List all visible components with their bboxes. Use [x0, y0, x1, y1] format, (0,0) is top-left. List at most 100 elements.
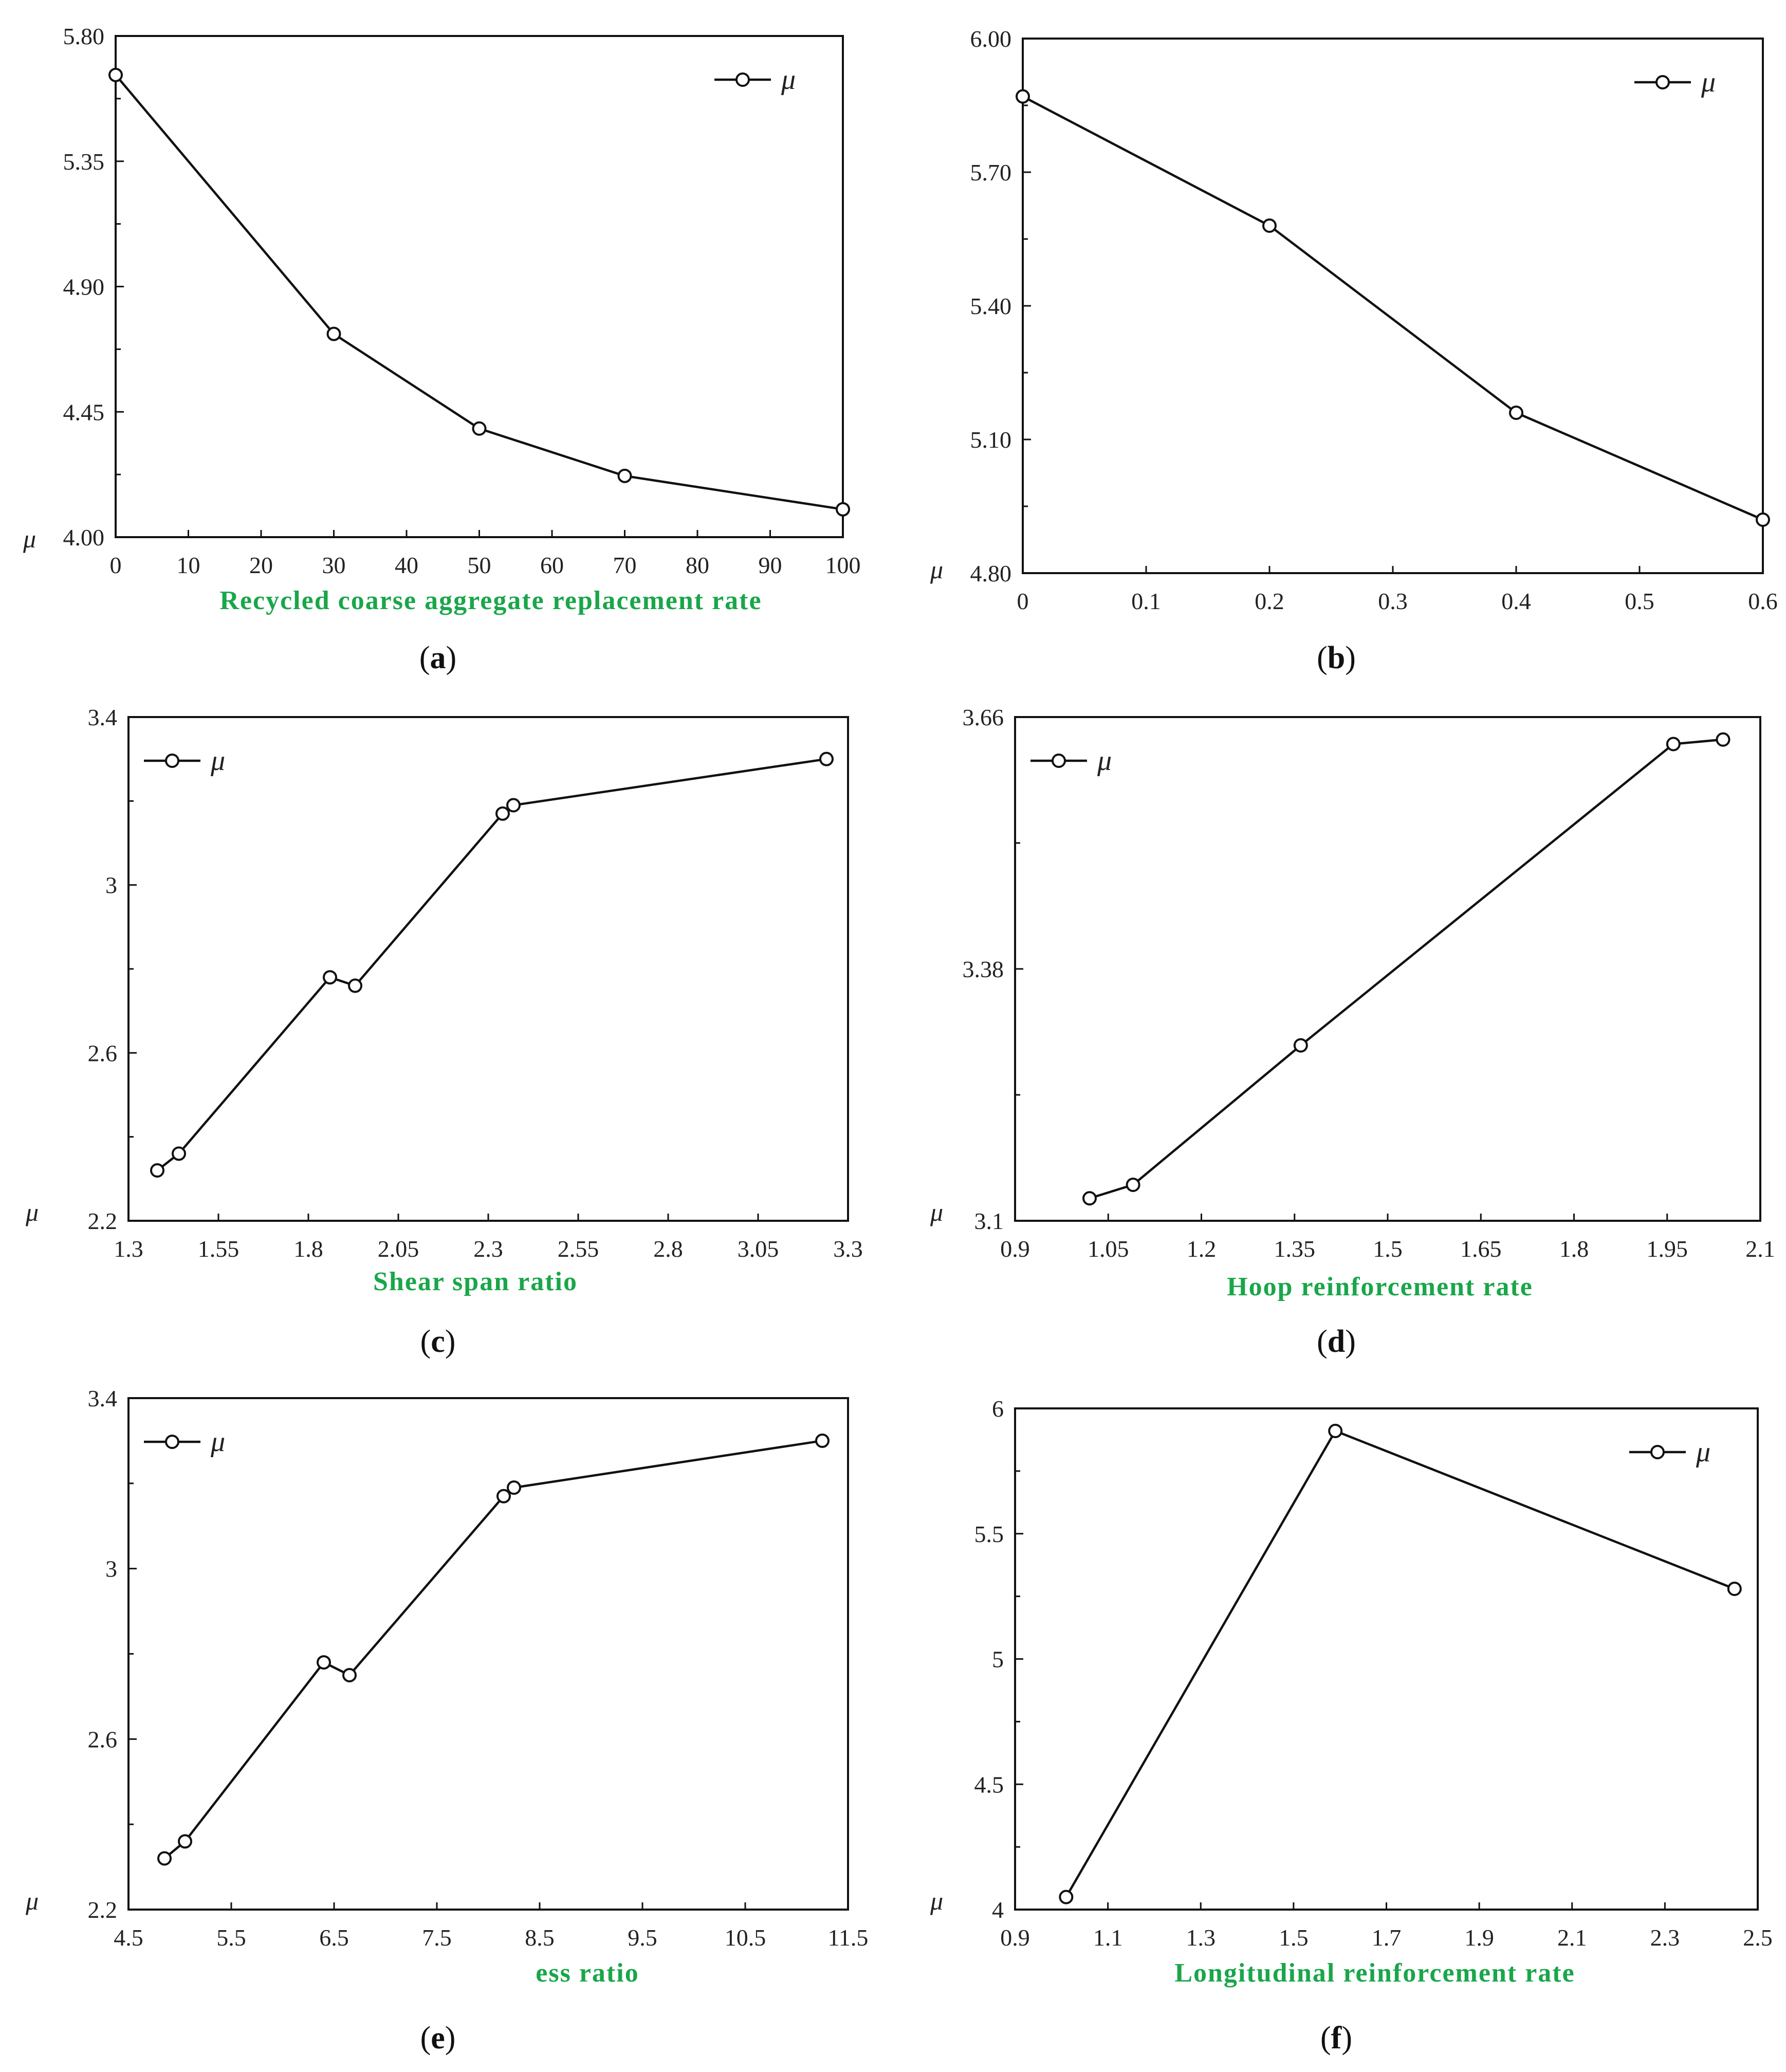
x-tick-label: 10: [177, 552, 200, 578]
x-tick-label: 20: [249, 552, 273, 578]
y-axis-symbol: μ: [930, 1886, 943, 1915]
x-tick-label: 0.1: [1131, 588, 1161, 614]
data-point: [1293, 1038, 1308, 1053]
y-tick-label: 5.5: [974, 1521, 1004, 1547]
data-point: [1082, 1191, 1097, 1206]
x-tick-label: 1.95: [1647, 1236, 1688, 1262]
data-point: [495, 806, 510, 821]
legend-label: μ: [210, 1426, 225, 1458]
x-tick-label: 0: [110, 552, 122, 578]
data-point: [348, 978, 362, 993]
y-tick-label: 5: [992, 1646, 1004, 1673]
y-tick-label: 4.00: [63, 524, 105, 551]
y-tick-label: 3.38: [963, 956, 1004, 982]
series-line: [1089, 738, 1723, 1200]
y-tick-label: 4.80: [970, 560, 1012, 586]
x-tick-label: 1.3: [114, 1236, 143, 1262]
x-tick-label: 3.3: [833, 1236, 863, 1262]
data-point: [819, 751, 834, 766]
y-tick-label: 5.35: [63, 149, 105, 175]
x-tick-label: 1.8: [293, 1236, 323, 1262]
x-tick-label: 0: [1017, 588, 1029, 614]
plot-frame: [1014, 1407, 1759, 1911]
x-tick-label: 1.5: [1373, 1236, 1403, 1262]
y-tick-label: 3.66: [963, 704, 1004, 730]
series-line: [163, 1439, 823, 1860]
y-tick-label: 3: [105, 1556, 117, 1582]
panel-caption: (c): [420, 1324, 456, 1359]
x-tick-label: 2.55: [558, 1236, 599, 1262]
y-tick-label: 2.6: [88, 1726, 118, 1752]
x-tick-label: 2.05: [378, 1236, 419, 1262]
x-axis-label: Shear span ratio: [373, 1267, 578, 1296]
legend-label: μ: [781, 64, 796, 96]
x-axis-label: Recycled coarse aggregate replacement ra…: [219, 586, 762, 615]
y-tick-label: 6: [992, 1396, 1004, 1422]
x-tick-label: 50: [468, 552, 491, 578]
x-tick-label: 5.5: [216, 1924, 246, 1951]
data-point: [326, 326, 341, 341]
panel-caption: (e): [420, 2021, 456, 2056]
panel-caption: (b): [1317, 640, 1356, 675]
panel-caption: (f): [1320, 2021, 1352, 2056]
x-axis-label: Longitudinal reinforcement rate: [1174, 1958, 1575, 1988]
x-tick-label: 70: [613, 552, 637, 578]
x-tick-label: 1.8: [1559, 1236, 1589, 1262]
data-point: [1328, 1423, 1343, 1438]
x-tick-label: 0.3: [1378, 588, 1408, 614]
data-point: [1666, 737, 1681, 751]
x-tick-label: 2.1: [1557, 1924, 1587, 1951]
y-tick-label: 3: [105, 872, 117, 899]
panel-caption-letter: f: [1331, 2021, 1342, 2056]
x-tick-label: 1.7: [1372, 1924, 1402, 1951]
y-tick-label: 5.70: [970, 159, 1012, 186]
y-tick-label: 3.4: [88, 1385, 118, 1411]
legend-marker: [165, 754, 179, 768]
x-tick-label: 8.5: [525, 1924, 555, 1951]
data-point: [1126, 1178, 1140, 1192]
x-axis-label: Hoop reinforcement rate: [1227, 1272, 1533, 1301]
data-point: [150, 1163, 164, 1178]
series-line: [156, 758, 827, 1171]
x-tick-label: 1.5: [1279, 1924, 1309, 1951]
x-tick-label: 0.9: [1000, 1924, 1030, 1951]
data-point: [1262, 218, 1277, 233]
x-tick-label: 10.5: [725, 1924, 766, 1951]
y-tick-label: 2.2: [88, 1208, 118, 1234]
panel-caption-letter: b: [1328, 640, 1345, 675]
data-point: [472, 421, 487, 436]
x-tick-label: 2.1: [1745, 1236, 1775, 1262]
x-tick-label: 4.5: [114, 1924, 143, 1951]
x-tick-label: 2.8: [653, 1236, 683, 1262]
data-point: [1727, 1582, 1742, 1596]
x-tick-label: 2.5: [1743, 1924, 1773, 1951]
y-tick-label: 6.00: [970, 26, 1012, 52]
plot-frame: [1014, 716, 1761, 1222]
data-point: [172, 1146, 186, 1161]
x-axis-label: ess ratio: [536, 1958, 639, 1988]
y-axis-symbol: μ: [930, 555, 943, 584]
y-axis-symbol: μ: [23, 524, 36, 553]
y-tick-label: 3.4: [88, 704, 118, 730]
y-tick-label: 5.40: [970, 293, 1012, 319]
y-tick-label: 2.6: [88, 1040, 118, 1066]
x-tick-label: 0.2: [1255, 588, 1284, 614]
x-tick-label: 11.5: [828, 1924, 869, 1951]
data-point: [815, 1433, 830, 1448]
panel-caption-letter: e: [431, 2021, 445, 2056]
x-tick-label: 0.9: [1000, 1236, 1030, 1262]
x-tick-label: 90: [759, 552, 782, 578]
plot-frame: [115, 35, 844, 538]
series-line: [1065, 1429, 1735, 1898]
legend-marker: [1650, 1445, 1665, 1459]
data-point: [317, 1655, 331, 1670]
chart-panel-d: 0.9 1.05 1.2 1.35 1.5 1.65 1.8 1.95 2.1 3.1 3.38 3.…: [930, 704, 1775, 1359]
chart-panel-c: 1.3 1.55 1.8 2.05 2.3 2.55 2.8 3.05 3.3 2.2 2.6 3 3.…: [25, 704, 863, 1359]
y-tick-label: 4.5: [974, 1771, 1004, 1798]
data-point: [1016, 89, 1030, 104]
x-tick-label: 1.65: [1460, 1236, 1502, 1262]
y-tick-label: 5.10: [970, 427, 1012, 453]
data-point: [323, 970, 337, 985]
x-tick-label: 0.5: [1625, 588, 1654, 614]
data-point: [1509, 406, 1523, 420]
